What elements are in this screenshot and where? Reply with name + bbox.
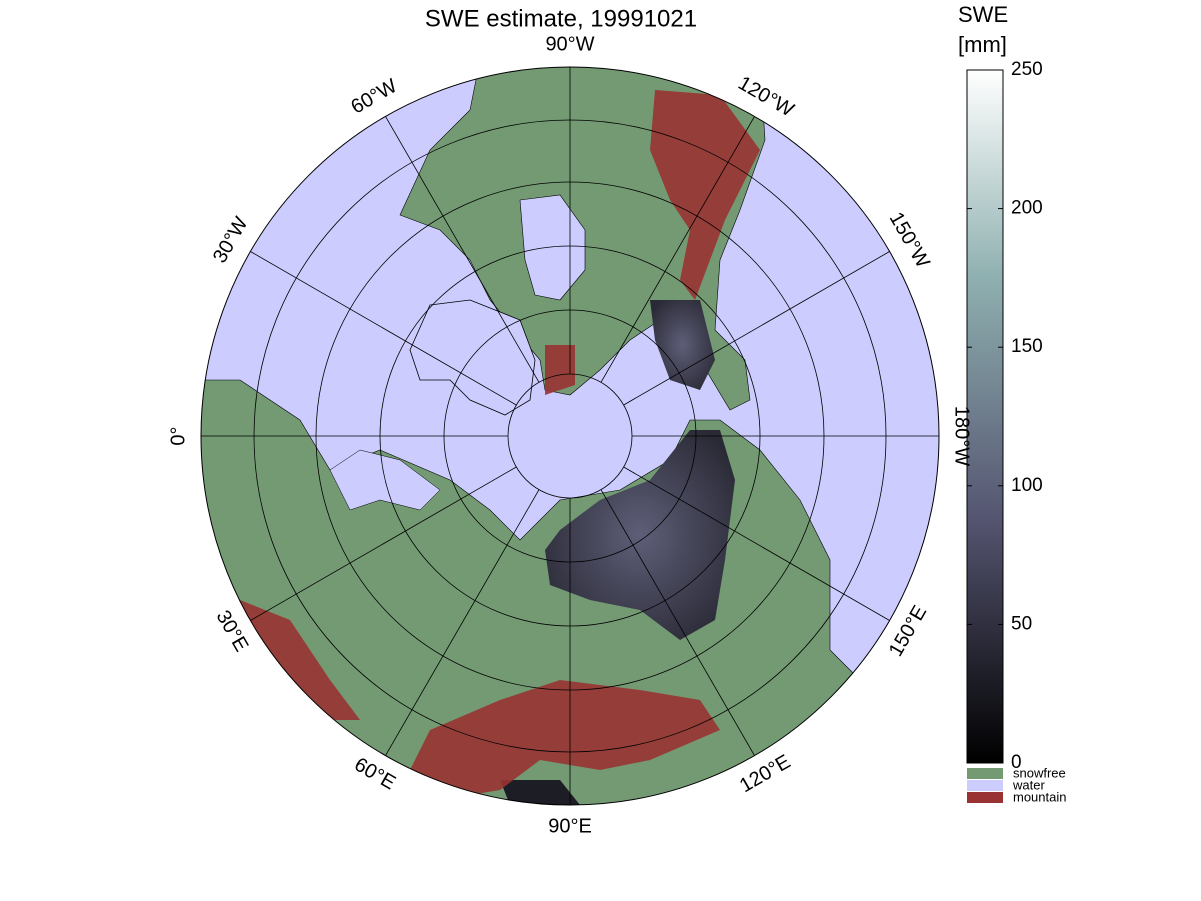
colorbar-tick-label: 250: [1011, 59, 1043, 80]
legend-swatch: [967, 792, 1003, 803]
longitude-label: 90°E: [548, 815, 592, 837]
mountain-area: [410, 680, 720, 800]
mountain-area: [650, 90, 760, 300]
longitude-label: 90°W: [545, 33, 594, 55]
colorbar-tick-label: 150: [1011, 336, 1043, 357]
lake: [519, 194, 586, 301]
meridian: [250, 251, 517, 406]
map-title: SWE estimate, 19991021: [425, 5, 697, 32]
polar-map: [200, 66, 940, 806]
snow-cover: [650, 300, 715, 390]
meridian: [623, 251, 890, 406]
legend-label: mountain: [1013, 789, 1066, 804]
meridian: [600, 116, 755, 383]
colorbar-tick-label: 200: [1011, 198, 1043, 219]
colorbar-tick-label: 100: [1011, 475, 1043, 496]
mountain-area: [240, 600, 360, 720]
meridian: [385, 116, 540, 383]
map-border: [200, 66, 940, 806]
legend-label: snowfree: [1013, 765, 1066, 780]
snow-cover: [500, 780, 580, 805]
meridian: [623, 466, 890, 621]
colorbar-tick-label: 0: [1011, 752, 1022, 773]
longitude-label: 180°W: [951, 406, 973, 466]
legend-swatch: [967, 780, 1003, 791]
graticule: [201, 67, 939, 805]
colorbar-title: SWE: [958, 2, 1008, 27]
longitude-label: 0°: [167, 426, 189, 445]
colorbar-tick-label: 50: [1011, 613, 1032, 634]
meridian: [250, 466, 517, 621]
legend-label: water: [1012, 777, 1045, 792]
meridian: [385, 489, 540, 756]
legend-swatch: [967, 768, 1003, 779]
colorbar-title: [mm]: [958, 32, 1007, 57]
colorbar: [966, 69, 1004, 764]
meridian: [600, 489, 755, 756]
mountain-area: [545, 345, 575, 395]
